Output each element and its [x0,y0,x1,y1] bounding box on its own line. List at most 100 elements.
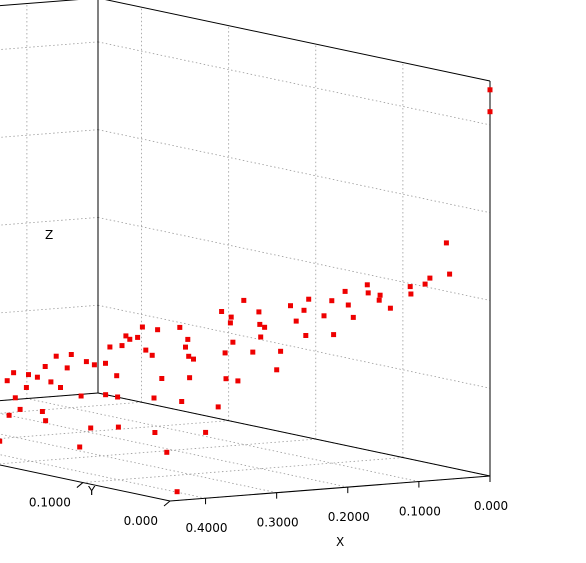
data-point [68,352,74,357]
data-point [443,240,449,246]
data-point [227,320,233,326]
grid-line-x-floor [0,454,206,499]
data-point [58,385,63,390]
data-point [123,333,129,339]
data-point [39,409,45,414]
data-point [345,302,351,308]
axis-box-edge [0,464,171,502]
data-point [408,291,414,297]
grid-line-y-floor [0,420,229,439]
axis-box-edge [0,0,79,7]
data-point [230,339,236,345]
data-point [114,373,120,379]
data-point [185,336,191,342]
data-point [321,313,327,319]
data-point [42,364,48,369]
grid-line-y-floor [0,438,316,465]
data-point [43,418,49,424]
data-point [115,424,121,430]
data-point [223,376,229,382]
data-point [422,281,428,287]
grid-line-z-back [0,129,99,138]
y-axis-label: Y [87,484,96,498]
data-point [12,395,18,401]
data-point [350,314,356,320]
x-tick-label: 0.4000 [186,521,228,535]
axis-box-edge [169,475,491,502]
grid-line-z-side [97,304,491,389]
grid-line-y-floor [0,401,142,414]
data-point [103,392,109,398]
x-tick-label: 0.3000 [257,516,299,530]
data-point [215,404,221,410]
data-point [174,489,180,495]
grid-line-x-floor [26,398,419,482]
y-tick-label: 0.000 [124,514,158,528]
data-point [91,362,97,368]
data-point [427,275,433,281]
data-point [258,334,264,340]
data-point [4,378,10,384]
axis-box [0,0,491,507]
x-axis-label: X [336,535,344,549]
y-tick-mark [76,482,84,488]
data-point [219,309,225,314]
x-tick-label: 0.1000 [399,505,441,519]
axis-box-edge [105,0,491,82]
data-point [293,318,299,324]
data-point [0,438,3,444]
data-point [301,307,307,313]
data-points [0,87,493,495]
data-point [11,370,17,376]
data-point [103,360,108,366]
data-point [88,425,94,431]
data-point [177,324,183,330]
grid-lines [0,0,491,502]
data-point [303,333,309,338]
data-point [107,344,113,350]
data-point [119,343,125,349]
data-point [152,430,158,435]
data-point [306,296,312,302]
data-point [149,352,155,358]
grid-line-y-floor [82,457,403,483]
data-point [139,324,145,330]
data-point [487,109,493,115]
data-point [151,395,157,401]
grid-line-x-floor [0,413,348,488]
data-point [235,378,241,384]
data-point [447,271,453,277]
data-point [365,290,371,296]
data-point [164,449,170,455]
data-point [487,87,493,93]
data-point [26,372,31,378]
data-point [34,374,40,380]
grid-line-z-side [97,41,491,126]
tick-labels: 0.000000.2000000.4000000.6000000.8000000… [29,496,508,536]
data-point [77,444,83,450]
data-point [115,394,121,400]
data-point [256,309,262,315]
grid-line-z-side [97,217,491,301]
data-point [191,356,196,362]
y-tick-label: 0.1000 [29,496,71,510]
data-point [48,379,54,385]
data-point [78,393,84,399]
data-point [203,429,209,435]
data-point [364,282,370,288]
axis-box-edge [0,392,99,402]
data-point [159,376,165,381]
data-point [53,353,59,359]
grid-line-z-back [0,41,99,50]
axis-box-edge [97,392,491,477]
y-tick-mark [163,500,171,507]
data-point [387,305,393,311]
data-point [186,353,192,359]
data-point [274,367,280,373]
data-point [143,347,149,353]
x-tick-label: 0.2000 [328,510,370,524]
data-point [278,348,284,354]
data-point [262,324,268,330]
data-point [183,344,188,350]
